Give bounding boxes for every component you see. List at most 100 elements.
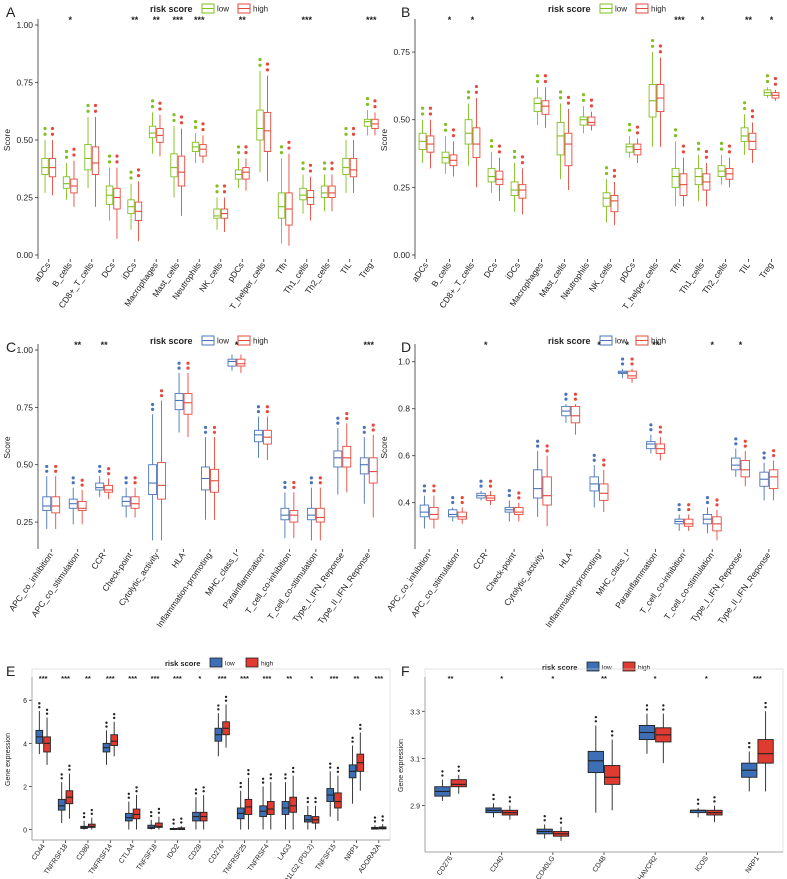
box-low-outlier [627, 122, 632, 127]
category-group: pDCs [617, 122, 642, 284]
category-group: * CCR [471, 340, 496, 571]
box-low-outlier [351, 740, 354, 743]
x-tick-label: CD40 [489, 855, 505, 874]
box-high-outlier [265, 62, 270, 66]
y-tick-label: 0.00 [393, 250, 410, 260]
box-low-outlier [306, 796, 310, 800]
box-low-outlier [279, 145, 284, 149]
significance-label: *** [374, 674, 383, 683]
box-high-outlier [610, 730, 614, 733]
box-high-outlier [457, 769, 460, 773]
box-high-outlier [520, 155, 525, 159]
box-low [740, 127, 749, 142]
box-low-outlier [150, 105, 155, 109]
box-low [579, 116, 588, 126]
box-high-outlier [520, 161, 525, 165]
panel-letter: F [401, 663, 410, 679]
box-low-outlier [284, 777, 287, 780]
box-high [242, 167, 250, 180]
box-high [157, 461, 166, 500]
box-low-outlier [705, 496, 710, 500]
box-low-outlier [645, 704, 649, 707]
box-low-outlier [466, 96, 471, 100]
box-low [625, 143, 634, 153]
box-high-outlier [318, 476, 322, 480]
y-tick-label: 0.00 [16, 250, 33, 260]
box-low-outlier [748, 746, 751, 749]
box-low-outlier [765, 79, 770, 84]
box-low-outlier [719, 141, 724, 145]
box-high [495, 170, 504, 186]
x-tick-label: Type_I_IFN_Reponse [689, 550, 745, 624]
box-high-outlier [308, 163, 313, 167]
category-group: *** TNFSF15 [315, 674, 342, 872]
significance-label: *** [173, 674, 182, 683]
category-group: Inflammation-promoting [154, 425, 219, 629]
box-low-outlier [82, 815, 86, 819]
box-high-outlier [112, 716, 116, 720]
y-axis: 0 2 4 6 [23, 698, 32, 835]
box-high [610, 195, 619, 213]
box-low-outlier [362, 430, 366, 434]
x-tick-label: CD276 [208, 843, 226, 865]
box-low-outlier [696, 147, 701, 151]
box-high-outlier [291, 766, 295, 770]
box-low-outlier [98, 464, 102, 469]
significance-label: * [551, 674, 554, 683]
box-high-outlier [330, 161, 334, 165]
significance-label: *** [674, 15, 685, 25]
box-low [510, 181, 519, 196]
y-axis-title: Gene expression [5, 733, 12, 786]
box-low-outlier [719, 147, 724, 151]
box-high-outlier [543, 79, 548, 84]
legend-title: risk score [165, 659, 200, 668]
box-low-outlier [592, 458, 596, 462]
box-high-outlier [136, 168, 141, 172]
y-tick-label: 0.50 [393, 115, 410, 125]
box-high [627, 370, 637, 379]
box-high-outlier [743, 439, 747, 443]
box-low-outlier [193, 125, 198, 129]
box-high-outlier [428, 106, 433, 110]
box-high-outlier [68, 768, 71, 771]
category-group: HLA [557, 392, 581, 570]
box-high-outlier [201, 128, 205, 132]
box-low [419, 504, 430, 518]
significance-label: ** [239, 15, 247, 25]
box-high [368, 457, 378, 484]
y-axis-title: Score [2, 436, 12, 458]
box-low-outlier [536, 444, 540, 448]
box-high-outlier [517, 491, 521, 495]
box-low-outlier [107, 154, 112, 158]
y-tick-label: 1.00 [16, 345, 33, 355]
box-low-outlier [512, 149, 517, 154]
box-high-outlier [373, 105, 377, 109]
x-tick-label: TNFSF18 [136, 843, 159, 872]
x-tick-label: ADORA2A [358, 843, 383, 875]
box-low-outlier [60, 773, 63, 776]
legend-title: risk score [150, 336, 193, 346]
box-high [155, 822, 163, 828]
box-low-outlier [86, 109, 90, 113]
box-low [333, 450, 343, 468]
category-group: *** NRP1 [741, 674, 774, 874]
category-group: Check-point [100, 476, 140, 593]
box-high-outlier [715, 503, 719, 507]
y-axis: 0.00 0.25 0.50 0.75 [393, 47, 415, 260]
box-high [289, 510, 299, 523]
legend-low-swatch [209, 657, 223, 668]
box-low-outlier [217, 708, 220, 711]
x-tick-label: CD276 [436, 855, 454, 877]
box-low [170, 153, 178, 178]
x-tick-label: TNFSF15 [315, 843, 338, 872]
box-high-outlier [371, 423, 375, 427]
legend: risk score low high [548, 335, 666, 346]
box-high-outlier [460, 500, 464, 505]
significance-label: ** [652, 340, 660, 350]
box-low-outlier [129, 176, 133, 180]
box-high-outlier [158, 107, 162, 111]
significance-label: *** [194, 15, 205, 25]
x-tick-label: CD40LG [535, 855, 556, 879]
